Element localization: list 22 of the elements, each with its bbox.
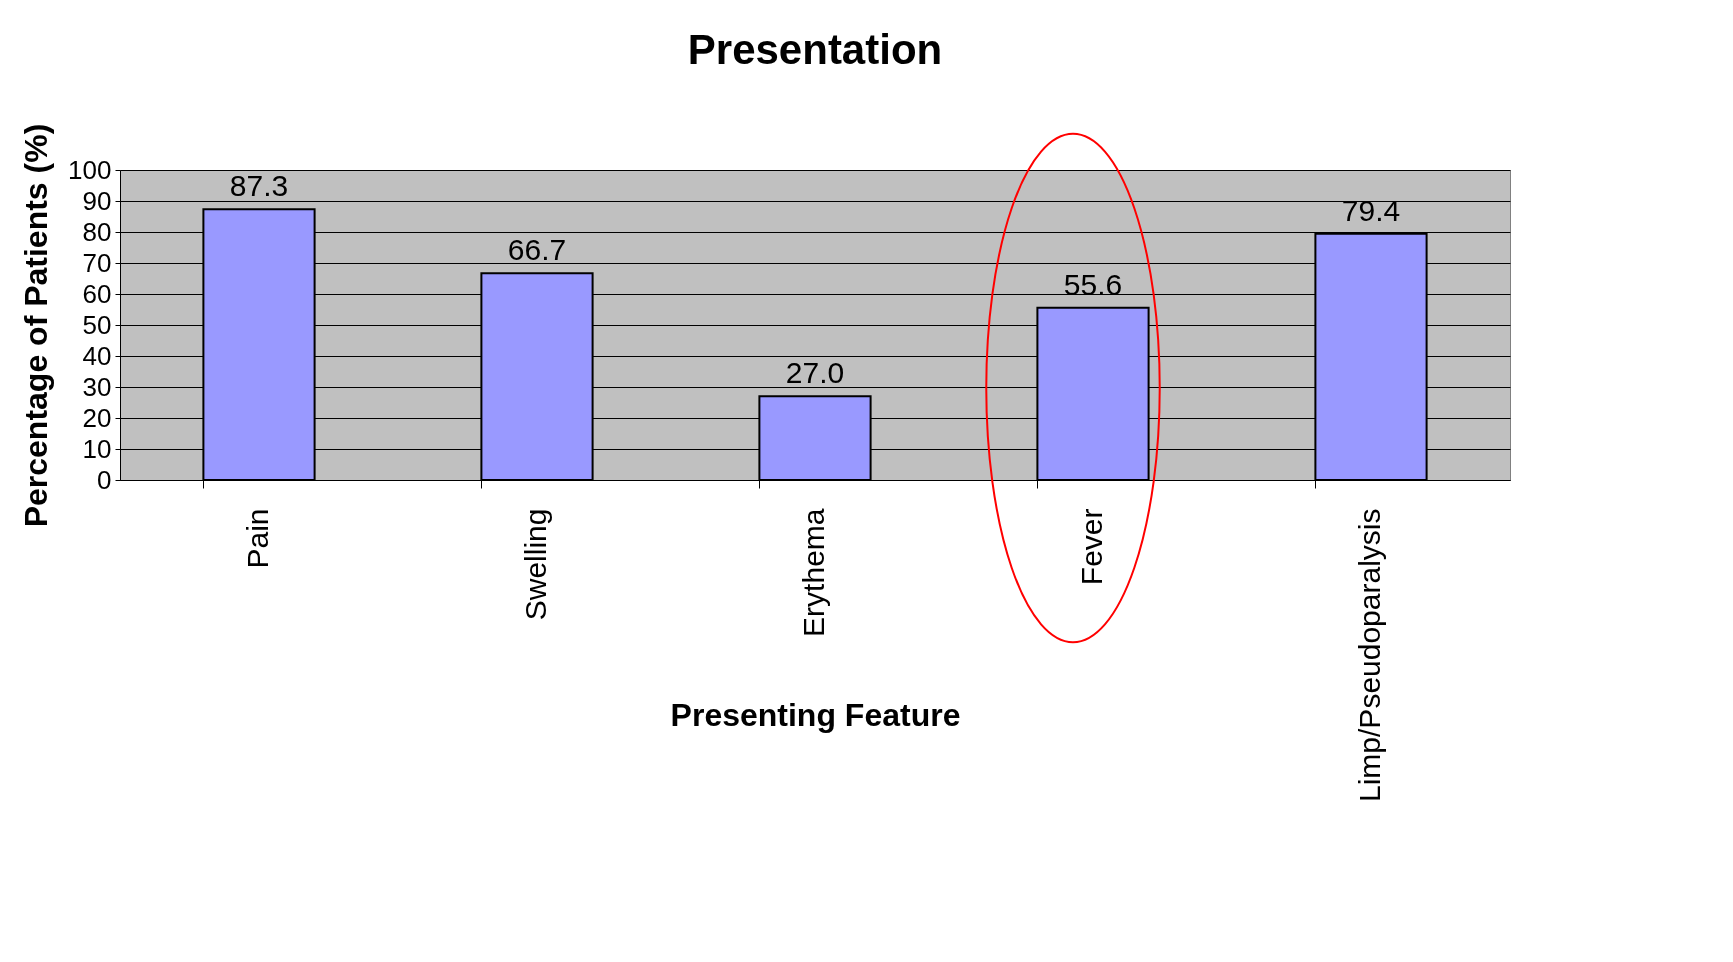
y-tick-label: 20 [82,402,112,433]
y-tick-label: 90 [82,185,112,216]
x-tick-label: Pain [241,508,274,569]
y-tick-label: 100 [68,154,112,185]
x-axis-title: Presenting Feature [670,696,961,733]
y-axis-title: Percentage of Patients (%) [18,123,55,528]
y-tick-label: 60 [82,278,112,309]
data-label: 87.3 [229,169,289,203]
y-tick-label: 50 [82,309,112,340]
x-tick-label: Swelling [519,508,552,621]
data-label: 66.7 [507,233,567,267]
y-tick-label: 30 [82,371,112,402]
y-tick-label: 0 [97,464,112,495]
y-tick-label: 80 [82,216,112,247]
y-tick-label: 10 [82,433,112,464]
y-tick-label: 40 [82,340,112,371]
data-label: 27.0 [785,356,845,390]
x-tick-label: Limp/Pseudoparalysis [1353,508,1386,802]
chart-title: Presentation [687,26,943,74]
x-tick-label: Erythema [797,508,830,637]
y-tick-label: 70 [82,247,112,278]
x-tick-label: Fever [1075,508,1108,586]
